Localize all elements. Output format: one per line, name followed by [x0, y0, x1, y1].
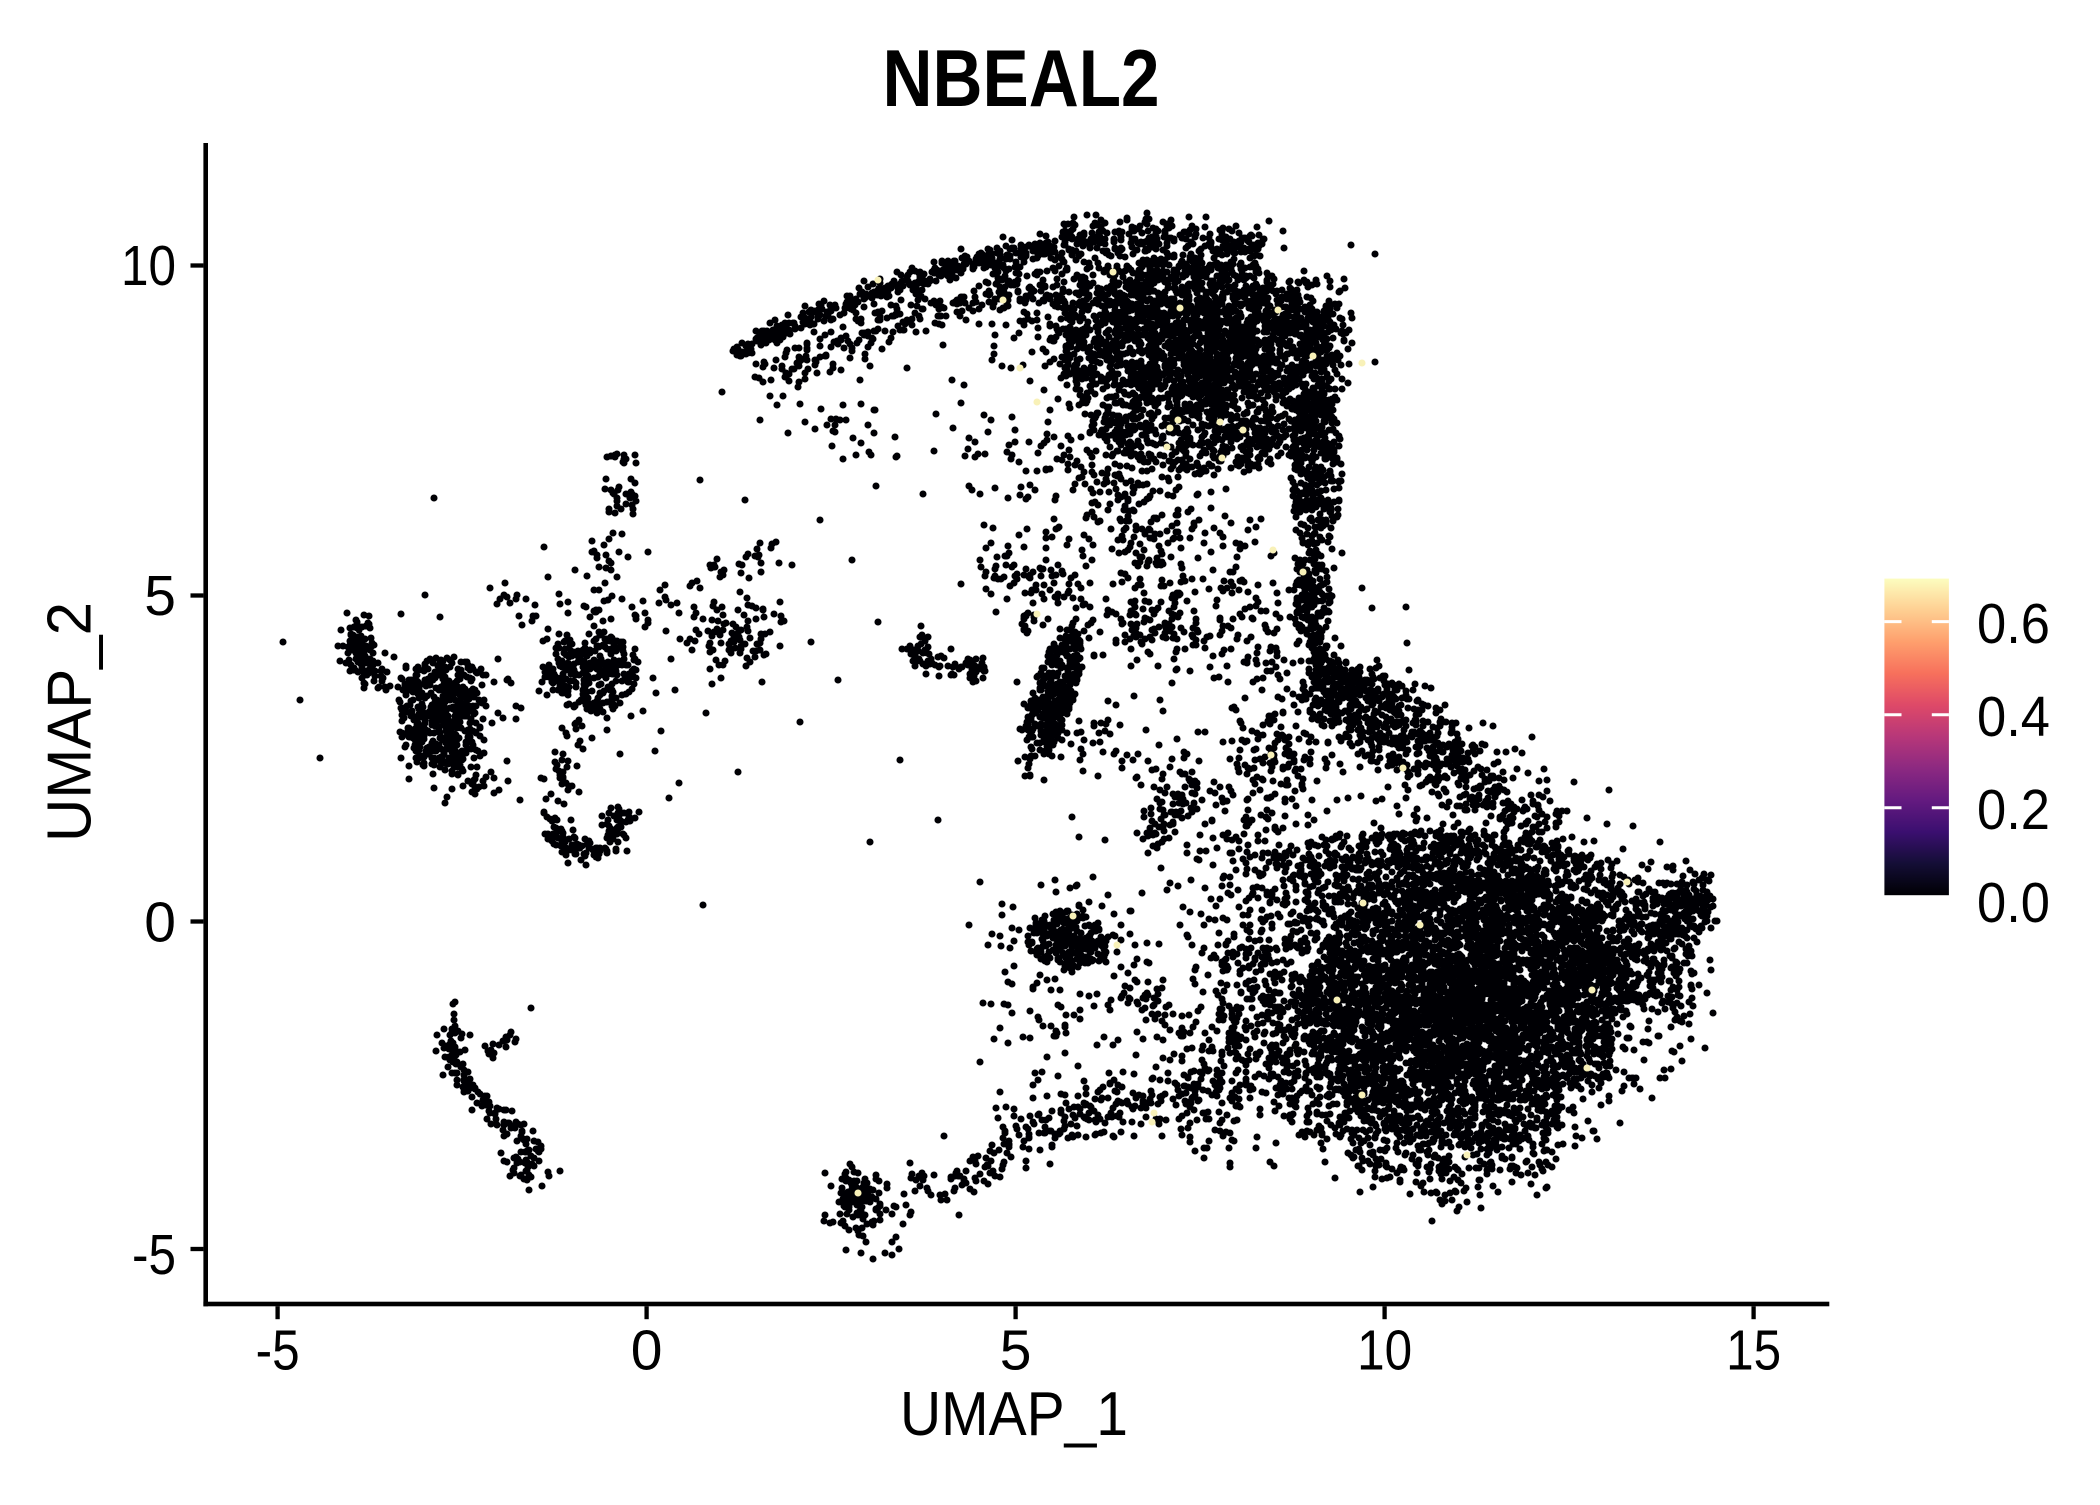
svg-text:0.2: 0.2 [1977, 778, 2050, 842]
svg-text:-5: -5 [256, 1319, 300, 1383]
svg-text:-5: -5 [132, 1223, 176, 1287]
svg-text:15: 15 [1726, 1319, 1781, 1383]
svg-text:5: 5 [144, 564, 176, 628]
svg-text:0: 0 [631, 1319, 663, 1383]
svg-text:10: 10 [1357, 1319, 1412, 1383]
svg-text:0.6: 0.6 [1977, 592, 2050, 656]
svg-text:0.0: 0.0 [1977, 871, 2050, 935]
svg-text:0: 0 [144, 891, 176, 955]
svg-text:0.4: 0.4 [1977, 685, 2050, 749]
svg-text:10: 10 [121, 234, 176, 298]
svg-text:UMAP_1: UMAP_1 [900, 1380, 1128, 1449]
svg-text:NBEAL2: NBEAL2 [883, 34, 1160, 124]
svg-text:5: 5 [1000, 1319, 1032, 1383]
svg-text:UMAP_2: UMAP_2 [36, 602, 105, 842]
